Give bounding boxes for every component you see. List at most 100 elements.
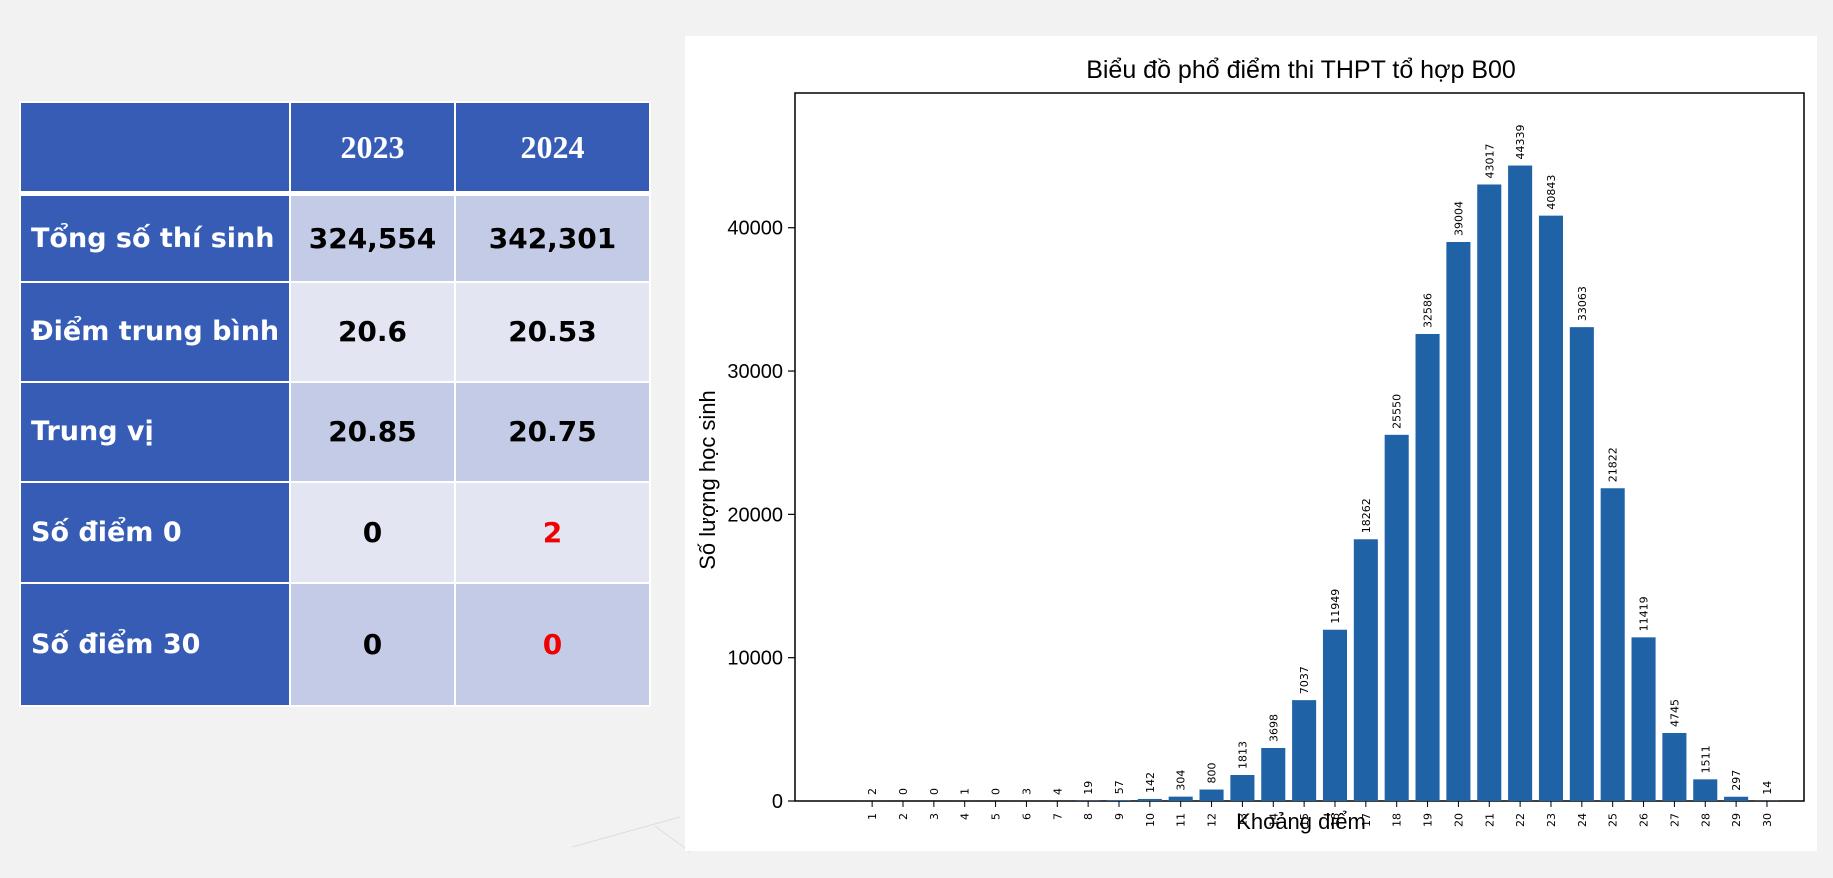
x-tick-label: 22 (1514, 813, 1527, 827)
bar (1446, 241, 1471, 801)
x-tick-label: 9 (1113, 813, 1126, 820)
value-2023: 0 (289, 581, 456, 707)
bar-data-label: 39004 (1452, 201, 1465, 236)
table-row: Trung vị 20.85 20.75 (19, 380, 651, 483)
bar-data-label: 142 (1144, 772, 1157, 793)
bar-data-label: 4 (1051, 788, 1064, 795)
y-ticks-group: 0 10000 20000 30000 40000 (727, 218, 795, 813)
y-tick-label: 0 (772, 791, 783, 813)
bar-data-label: 11419 (1638, 596, 1651, 631)
x-tick-label: 3 (928, 813, 941, 820)
bar-data-label: 33063 (1576, 286, 1589, 321)
value-2024: 20.75 (454, 380, 651, 483)
value-2023: 324,554 (289, 192, 456, 283)
data-labels-group: 2 0 0 1 0 3 4 19 57 142 304 800 1813 3698 7037 11949 182… (866, 125, 1774, 795)
bar-data-label: 40843 (1545, 175, 1558, 210)
x-tick-label: 7 (1051, 813, 1064, 820)
x-tick-label: 4 (959, 813, 972, 820)
row-label: Số điểm 30 (19, 581, 291, 707)
bar-data-label: 7037 (1298, 666, 1311, 694)
x-tick-label: 21 (1483, 813, 1496, 827)
bar (1724, 796, 1749, 801)
bar (1384, 434, 1409, 801)
bars-group (860, 165, 1780, 801)
x-tick-label: 19 (1422, 813, 1435, 827)
header-2024: 2024 (454, 101, 651, 196)
row-label: Trung vị (19, 380, 291, 483)
table-row: Điểm trung bình 20.6 20.53 (19, 280, 651, 383)
table-row: Số điểm 30 0 0 (19, 581, 651, 707)
bar (1322, 629, 1348, 801)
value-2024-highlight: 0 (454, 581, 651, 707)
x-tick-label: 14 (1267, 813, 1280, 827)
bar-data-label: 44339 (1514, 125, 1527, 160)
table-row: Tổng số thí sinh 324,554 342,301 (19, 192, 651, 283)
bar-data-label: 1813 (1236, 741, 1249, 769)
chart-panel: Biểu đồ phổ điểm thi THPT tổ hợp B00 Số … (685, 36, 1817, 851)
bar (1631, 637, 1656, 801)
bar (1353, 539, 1378, 801)
x-tick-label: 20 (1452, 813, 1465, 827)
bar-data-label: 3 (1020, 788, 1033, 795)
bar-data-label: 19 (1082, 781, 1095, 795)
value-2024: 342,301 (454, 192, 651, 283)
y-tick-label: 20000 (727, 504, 783, 526)
x-tick-label: 28 (1699, 813, 1712, 827)
x-axis-label: Khoảng điểm (1236, 809, 1366, 834)
bar (1199, 789, 1224, 801)
table-header-row: 2023 2024 (19, 101, 651, 196)
x-tick-label: 13 (1236, 813, 1249, 827)
bar-data-label: 21822 (1607, 447, 1620, 482)
bar (1168, 796, 1193, 801)
x-tick-label: 29 (1730, 813, 1743, 827)
row-label: Tổng số thí sinh (19, 192, 291, 283)
bar (1106, 800, 1132, 801)
bar (1137, 798, 1162, 801)
value-2023: 20.6 (289, 280, 456, 383)
x-tick-label: 11 (1175, 813, 1188, 827)
bar-data-label: 32586 (1422, 293, 1435, 328)
bar-data-label: 4745 (1668, 699, 1681, 727)
bar-data-label: 14 (1761, 781, 1774, 795)
bar (1569, 327, 1594, 801)
bar-data-label: 0 (897, 788, 910, 795)
value-2024-highlight: 2 (454, 480, 651, 584)
y-tick-label: 10000 (727, 648, 783, 670)
score-distribution-chart: Biểu đồ phổ điểm thi THPT tổ hợp B00 Số … (695, 56, 1805, 834)
y-axis-label: Số lượng học sinh (695, 390, 720, 570)
bar (1477, 184, 1502, 801)
decorative-lines (571, 816, 691, 853)
bar-data-label: 2 (866, 788, 879, 795)
x-tick-label: 5 (990, 813, 1003, 820)
header-2023: 2023 (289, 101, 456, 196)
x-tick-label: 8 (1082, 813, 1095, 820)
row-label: Điểm trung bình (19, 280, 291, 383)
chart-title: Biểu đồ phổ điểm thi THPT tổ hợp B00 (1086, 56, 1516, 84)
y-tick-label: 30000 (727, 361, 783, 383)
bar-data-label: 304 (1175, 770, 1188, 791)
x-tick-label: 18 (1391, 813, 1404, 827)
bar-data-label: 1511 (1699, 745, 1712, 773)
bar-data-label: 3698 (1267, 714, 1280, 742)
bar (1538, 215, 1564, 801)
y-tick-label: 40000 (727, 218, 783, 240)
bar (1230, 775, 1255, 801)
bar (1662, 732, 1687, 801)
stats-table: 2023 2024 Tổng số thí sinh 324,554 342,3… (19, 101, 651, 707)
bar-data-label: 11949 (1329, 589, 1342, 624)
x-tick-label: 16 (1329, 813, 1342, 827)
bar-data-label: 800 (1206, 763, 1219, 784)
x-tick-label: 17 (1360, 813, 1373, 827)
bar-data-label: 0 (990, 788, 1003, 795)
x-tick-label: 25 (1607, 813, 1620, 827)
bar (1693, 779, 1718, 801)
x-tick-label: 30 (1761, 813, 1774, 827)
bar-data-label: 1 (959, 788, 972, 795)
x-tick-label: 23 (1545, 813, 1558, 827)
bar-data-label: 25550 (1391, 394, 1404, 429)
bar (1261, 748, 1286, 801)
bar-data-label: 18262 (1360, 498, 1373, 533)
x-tick-label: 12 (1206, 813, 1219, 827)
header-corner (19, 101, 291, 196)
bar-data-label: 57 (1113, 780, 1126, 794)
